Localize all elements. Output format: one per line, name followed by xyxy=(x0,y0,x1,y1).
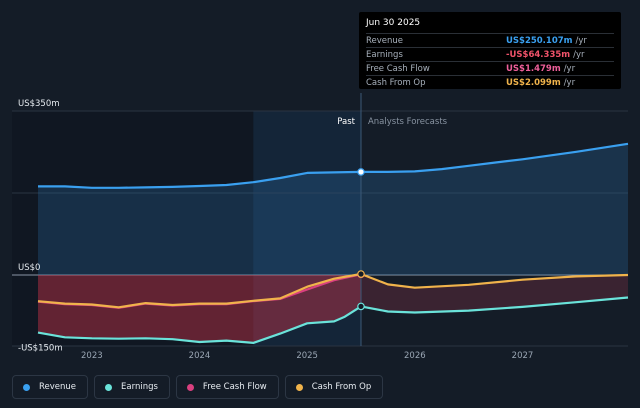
tooltip-date: Jun 30 2025 xyxy=(366,18,421,28)
earnings-area-past xyxy=(38,275,361,343)
forecast-range-area xyxy=(361,274,628,313)
tooltip-label: Revenue xyxy=(366,35,404,46)
revenue-line xyxy=(38,142,629,189)
legend-item-earnings[interactable]: Earnings xyxy=(94,375,170,399)
tooltip-label: Earnings xyxy=(366,49,403,60)
tooltip-row-revenue: Revenue US$250.107m /yr xyxy=(366,33,614,47)
legend-dot-icon xyxy=(295,383,303,391)
earnings-marker xyxy=(357,302,365,311)
past-label: Past xyxy=(337,117,355,127)
area-fills xyxy=(38,143,628,343)
chart-legend: Revenue Earnings Free Cash Flow Cash Fro… xyxy=(12,375,384,399)
x-tick-label: 2023 xyxy=(81,351,103,361)
x-tick-label: 2025 xyxy=(296,351,318,361)
legend-item-cash-from-op[interactable]: Cash From Op xyxy=(284,375,384,399)
revenue-area xyxy=(38,143,628,275)
x-tick-label: 2027 xyxy=(512,351,534,361)
cash-from-op-line xyxy=(37,272,629,309)
tooltip-unit: /yr xyxy=(573,49,585,60)
tooltip-row-free-cash-flow: Free Cash Flow US$1.479m /yr xyxy=(366,61,614,75)
legend-label: Revenue xyxy=(39,382,77,392)
revenue-marker xyxy=(357,168,365,176)
tooltip-unit: /yr xyxy=(575,35,587,46)
y-tick-label: US$0 xyxy=(18,263,40,273)
tooltip-value: US$1.479m xyxy=(506,63,561,74)
earnings-line xyxy=(37,296,629,344)
tooltip-row-earnings: Earnings -US$64.335m /yr xyxy=(366,47,614,61)
series-lines xyxy=(37,142,629,344)
tooltip-row-cash-from-op: Cash From Op US$2.099m /yr xyxy=(366,75,614,89)
y-tick-label: US$350m xyxy=(18,99,60,109)
cash-from-op-marker xyxy=(357,270,365,278)
x-tick-label: 2024 xyxy=(189,351,211,361)
legend-dot-icon xyxy=(105,383,113,391)
tooltip-value: -US$64.335m xyxy=(506,49,571,60)
legend-label: Earnings xyxy=(121,382,158,392)
tooltip-unit: /yr xyxy=(563,77,576,88)
forecast-label: Analysts Forecasts xyxy=(368,117,448,127)
past-region-shade xyxy=(253,111,361,346)
legend-dot-icon xyxy=(186,383,194,391)
legend-label: Free Cash Flow xyxy=(202,382,267,392)
y-tick-label: -US$150m xyxy=(18,343,63,353)
legend-item-revenue[interactable]: Revenue xyxy=(12,375,89,399)
series-markers xyxy=(357,168,365,311)
legend-dot-icon xyxy=(23,383,30,391)
tooltip-value: US$2.099m xyxy=(506,77,561,88)
tooltip-label: Cash From Op xyxy=(366,77,426,88)
legend-item-free-cash-flow[interactable]: Free Cash Flow xyxy=(175,375,279,399)
tooltip-unit: /yr xyxy=(563,63,576,74)
legend-label: Cash From Op xyxy=(311,382,372,392)
x-tick-label: 2026 xyxy=(404,351,426,361)
tooltip-label: Free Cash Flow xyxy=(366,63,430,74)
data-tooltip: Jun 30 2025 Revenue US$250.107m /yr Earn… xyxy=(359,12,621,89)
tooltip-value: US$250.107m xyxy=(506,35,573,46)
gridlines xyxy=(12,110,628,347)
axis-labels: US$350m US$0 -US$150m 2023 2024 2025 2026 2027 xyxy=(18,99,533,361)
